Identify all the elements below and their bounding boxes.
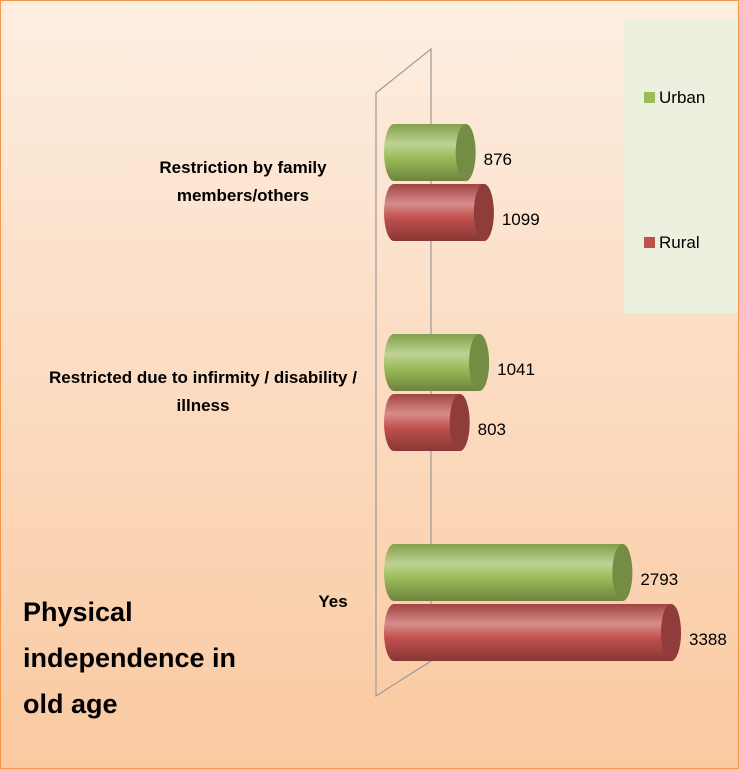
bar bbox=[384, 394, 470, 451]
bar bbox=[384, 184, 494, 242]
legend-label: Rural bbox=[659, 233, 700, 252]
bar bbox=[384, 604, 681, 661]
bar-cap bbox=[455, 124, 476, 181]
value-label: 2793 bbox=[640, 570, 678, 589]
value-label: 1099 bbox=[502, 210, 540, 229]
value-label: 3388 bbox=[689, 630, 727, 649]
bar bbox=[384, 334, 490, 391]
value-label: 876 bbox=[484, 150, 512, 169]
bar-cap bbox=[612, 544, 633, 601]
category-label: Restricted due to infirmity / disability… bbox=[49, 368, 357, 415]
legend-entry: Urban bbox=[644, 88, 705, 108]
category-label: Restriction by family members/others bbox=[159, 158, 327, 205]
legend-swatch bbox=[644, 237, 655, 248]
bar-cap bbox=[469, 334, 490, 391]
bar-cap bbox=[473, 184, 494, 241]
value-label: 803 bbox=[478, 420, 506, 439]
chart-title: Physical independence in old age bbox=[23, 597, 237, 719]
bar-cap bbox=[449, 394, 470, 451]
bar-cap bbox=[661, 604, 681, 661]
bar bbox=[384, 544, 633, 601]
value-label: 1041 bbox=[497, 360, 535, 379]
legend-entry: Rural bbox=[644, 233, 700, 253]
bar bbox=[384, 124, 476, 181]
legend-swatch bbox=[644, 92, 655, 103]
legend-label: Urban bbox=[659, 88, 706, 107]
category-label: Yes bbox=[318, 592, 348, 611]
legend: Urban Rural bbox=[624, 19, 738, 313]
